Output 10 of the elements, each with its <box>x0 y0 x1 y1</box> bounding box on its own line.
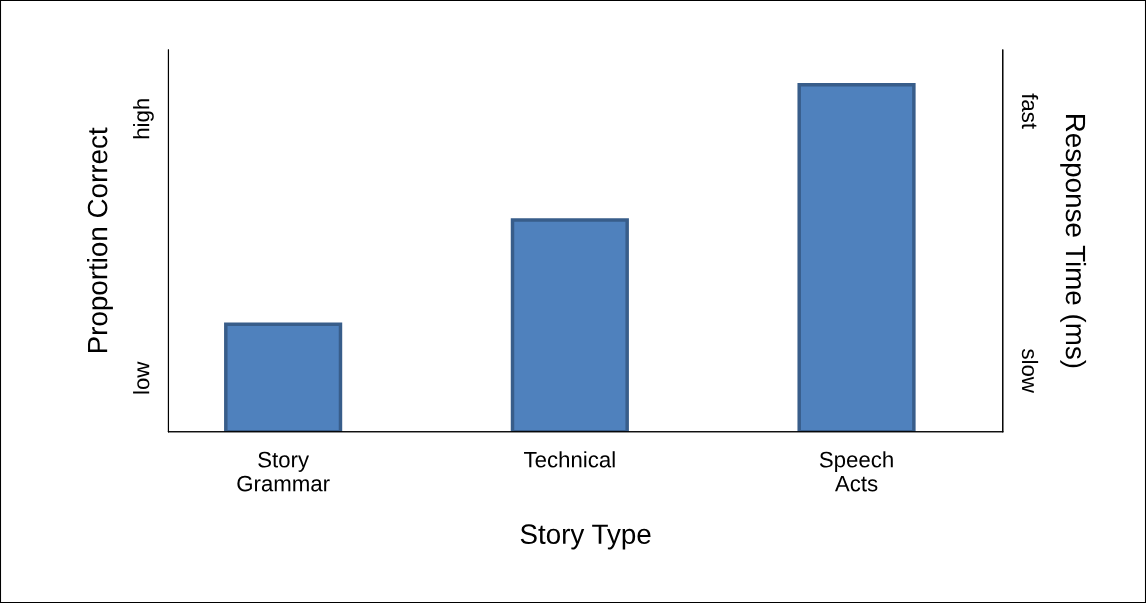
text: fast <box>1021 93 1039 129</box>
y2-axis-title: Response Time (ms) <box>1060 115 1087 368</box>
x-tick-label: Story Grammar <box>237 451 330 492</box>
x-tick-label: Technical <box>524 451 615 468</box>
text: low <box>133 361 150 394</box>
y-axis-title: Proportion Correct <box>87 127 113 353</box>
x-axis-title: Story Type <box>520 524 651 550</box>
text: high <box>133 99 154 139</box>
x-tick-label: Speech Acts <box>819 451 893 492</box>
text: slow <box>1021 349 1039 393</box>
